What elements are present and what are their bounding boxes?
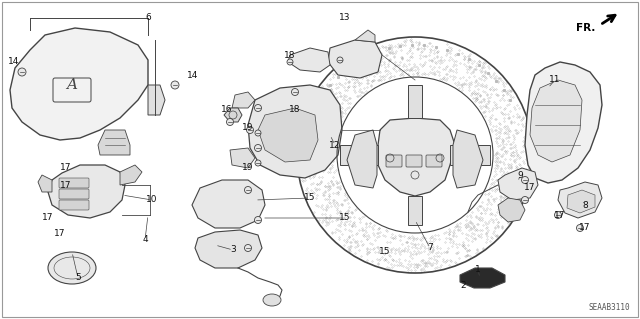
Text: 1: 1 [475, 265, 481, 275]
Polygon shape [38, 175, 52, 192]
Text: 16: 16 [221, 106, 233, 115]
Polygon shape [525, 62, 602, 183]
Text: 17: 17 [60, 181, 72, 189]
Polygon shape [567, 190, 595, 213]
Circle shape [18, 68, 26, 76]
Text: 17: 17 [60, 164, 72, 173]
Polygon shape [408, 196, 422, 225]
Text: 14: 14 [188, 70, 198, 79]
FancyBboxPatch shape [406, 155, 422, 167]
Polygon shape [450, 145, 490, 165]
FancyBboxPatch shape [59, 200, 89, 210]
Polygon shape [453, 130, 483, 188]
Circle shape [244, 244, 252, 251]
Text: 15: 15 [339, 213, 351, 222]
Text: FR.: FR. [575, 23, 595, 33]
Polygon shape [192, 180, 265, 228]
Polygon shape [232, 92, 255, 108]
Polygon shape [530, 80, 582, 162]
Text: 7: 7 [427, 243, 433, 253]
Text: 13: 13 [339, 13, 351, 23]
Circle shape [287, 59, 293, 65]
Circle shape [577, 225, 584, 232]
Text: 17: 17 [579, 224, 591, 233]
Text: 12: 12 [330, 140, 340, 150]
Polygon shape [498, 198, 525, 222]
Circle shape [171, 81, 179, 89]
Polygon shape [288, 48, 330, 72]
Polygon shape [347, 130, 377, 188]
Circle shape [337, 57, 343, 63]
Ellipse shape [263, 294, 281, 306]
Text: 17: 17 [554, 211, 566, 219]
Circle shape [227, 118, 234, 125]
FancyBboxPatch shape [59, 189, 89, 199]
Text: 15: 15 [304, 194, 316, 203]
Text: 10: 10 [147, 196, 157, 204]
Text: A: A [67, 78, 77, 92]
Polygon shape [498, 168, 538, 200]
Polygon shape [10, 28, 148, 140]
Polygon shape [248, 85, 342, 178]
Circle shape [522, 197, 529, 204]
Text: 3: 3 [230, 246, 236, 255]
Text: 8: 8 [582, 201, 588, 210]
Polygon shape [408, 85, 422, 118]
Circle shape [255, 160, 261, 166]
Text: 19: 19 [243, 164, 253, 173]
Text: 18: 18 [289, 106, 301, 115]
Text: 5: 5 [75, 273, 81, 283]
Circle shape [255, 217, 262, 224]
Polygon shape [148, 85, 165, 115]
Text: 18: 18 [284, 50, 296, 60]
Text: 11: 11 [549, 76, 561, 85]
Text: 19: 19 [243, 122, 253, 131]
Polygon shape [340, 145, 378, 165]
Polygon shape [355, 30, 375, 42]
Polygon shape [558, 182, 602, 218]
Circle shape [522, 176, 529, 183]
Circle shape [255, 130, 261, 136]
Circle shape [554, 211, 561, 219]
FancyBboxPatch shape [59, 178, 89, 188]
Polygon shape [224, 108, 242, 122]
Polygon shape [328, 40, 382, 78]
Circle shape [244, 187, 252, 194]
Text: 2: 2 [460, 280, 466, 290]
Text: 17: 17 [54, 228, 66, 238]
Text: 15: 15 [380, 248, 391, 256]
Polygon shape [230, 148, 255, 168]
Circle shape [291, 88, 298, 95]
Polygon shape [378, 118, 455, 196]
Ellipse shape [48, 252, 96, 284]
FancyBboxPatch shape [386, 155, 402, 167]
Polygon shape [98, 130, 130, 155]
Text: 14: 14 [8, 57, 20, 66]
Text: 4: 4 [142, 235, 148, 244]
Polygon shape [120, 165, 142, 185]
Circle shape [255, 145, 262, 152]
Polygon shape [48, 165, 125, 218]
Polygon shape [195, 230, 262, 268]
Circle shape [255, 105, 262, 112]
Text: 17: 17 [524, 183, 536, 192]
Polygon shape [460, 268, 505, 288]
Text: 17: 17 [42, 213, 54, 222]
Polygon shape [258, 108, 318, 162]
Circle shape [246, 127, 253, 133]
FancyBboxPatch shape [426, 155, 442, 167]
Text: 9: 9 [517, 170, 523, 180]
Text: 6: 6 [145, 13, 151, 23]
Text: SEAAB3110: SEAAB3110 [588, 303, 630, 313]
